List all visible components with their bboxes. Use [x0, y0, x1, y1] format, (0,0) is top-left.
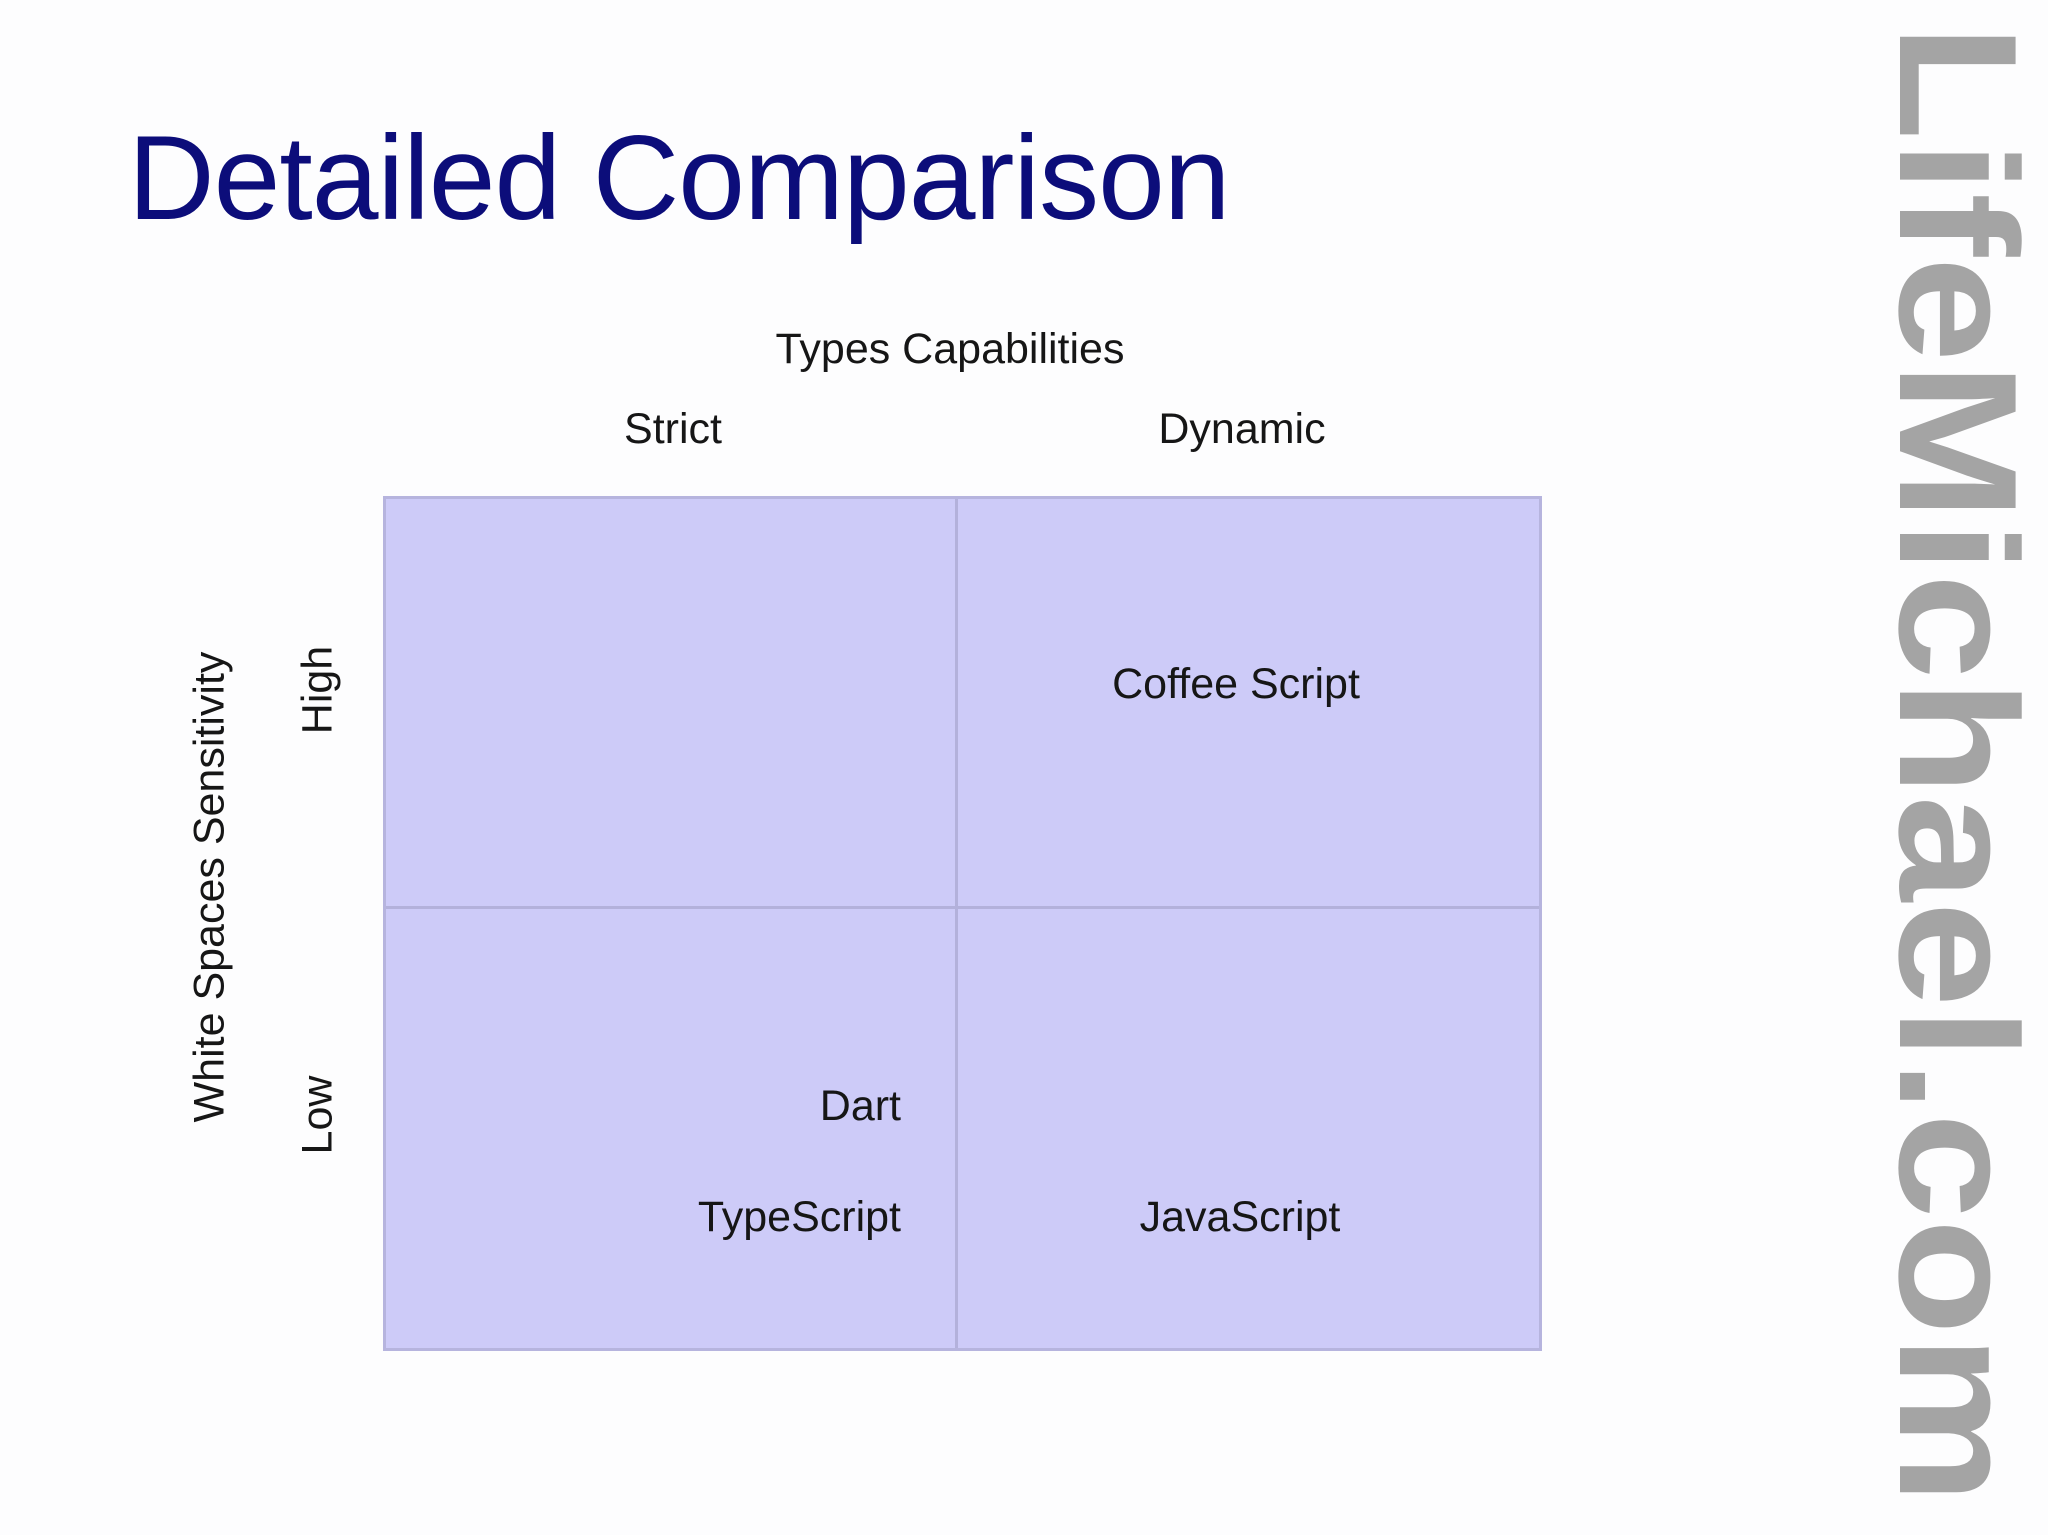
x-axis-title: Types Capabilities — [775, 325, 1125, 373]
comparison-matrix — [383, 496, 1542, 1351]
y-axis-title: White Spaces Sensitivity — [185, 651, 234, 1123]
watermark-text: LifeMichael.com — [1880, 24, 2035, 1504]
slide-title: Detailed Comparison — [128, 111, 1231, 245]
cell-label-javascript: JavaScript — [1139, 1193, 1341, 1241]
column-label-dynamic: Dynamic — [1158, 405, 1326, 453]
row-label-low: Low — [293, 1075, 342, 1155]
cell-label-coffee-script: Coffee Script — [1112, 660, 1360, 708]
row-label-high: High — [293, 645, 342, 735]
watermark-graphic: LifeMichael.com — [1880, 24, 2035, 1504]
watermark: LifeMichael.com — [1880, 24, 2035, 1504]
matrix-divider-horizontal — [386, 906, 1539, 909]
column-label-strict: Strict — [624, 405, 722, 453]
matrix-divider-vertical — [955, 499, 958, 1348]
cell-label-dart: Dart — [819, 1082, 901, 1130]
cell-label-typescript: TypeScript — [697, 1193, 901, 1241]
